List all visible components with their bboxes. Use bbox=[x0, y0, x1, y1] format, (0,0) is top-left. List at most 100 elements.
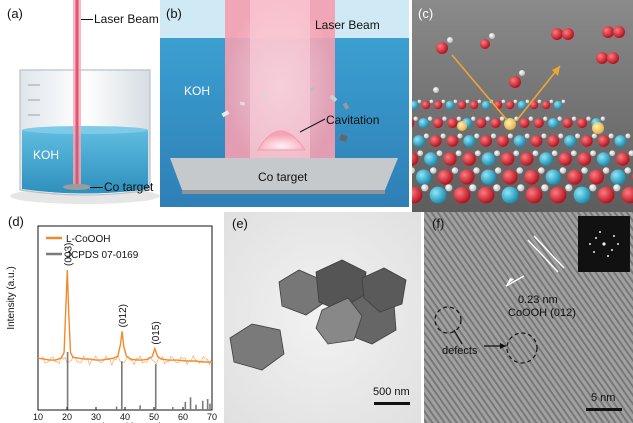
x-tick-label: 50 bbox=[149, 412, 159, 422]
panel-b-label: (b) bbox=[166, 6, 182, 21]
atom bbox=[519, 117, 530, 129]
atom bbox=[418, 117, 429, 129]
atom bbox=[524, 133, 530, 139]
atom bbox=[412, 100, 419, 110]
atom bbox=[559, 167, 567, 174]
atom bbox=[457, 100, 467, 110]
tem-image bbox=[224, 212, 421, 423]
atom bbox=[576, 117, 588, 129]
atom bbox=[456, 116, 462, 121]
atom bbox=[565, 184, 573, 192]
atom bbox=[473, 167, 480, 174]
peak-label: (012) bbox=[118, 304, 129, 327]
legend-label: JCPDS 07-0169 bbox=[66, 250, 139, 261]
atom bbox=[459, 169, 475, 185]
atom bbox=[589, 184, 597, 192]
atom bbox=[501, 99, 506, 104]
x-tick-label: 70 bbox=[207, 412, 217, 422]
atom bbox=[457, 121, 467, 131]
atom bbox=[571, 116, 577, 121]
atom bbox=[564, 135, 576, 147]
koh-label: KOH bbox=[33, 148, 60, 162]
atom bbox=[592, 122, 604, 134]
atom bbox=[469, 184, 477, 192]
atom bbox=[628, 150, 633, 157]
atom bbox=[516, 167, 523, 174]
panel-a: (a) Laser Beam KOH Co target bbox=[0, 0, 160, 207]
panel-e: (e) 500 nm bbox=[224, 212, 421, 423]
panel-d-label: (d) bbox=[8, 214, 24, 229]
atom bbox=[567, 169, 583, 185]
atom bbox=[463, 135, 476, 147]
atom bbox=[529, 100, 539, 110]
peak-label: (003) bbox=[63, 243, 74, 266]
atom bbox=[491, 133, 497, 139]
atom bbox=[602, 167, 610, 174]
atom bbox=[505, 100, 515, 110]
atom bbox=[558, 152, 572, 166]
x-tick-label: 10 bbox=[33, 412, 43, 422]
atom bbox=[588, 169, 604, 185]
koh-label: KOH bbox=[184, 84, 211, 98]
cavitation-label: Cavitation bbox=[326, 113, 380, 127]
panel-c-label: (c) bbox=[418, 6, 434, 21]
atom bbox=[586, 116, 591, 121]
panel-f: (f) 0.23 nm CoOOH (012) defects 5 nm bbox=[424, 212, 633, 423]
atom bbox=[453, 186, 471, 204]
atom bbox=[547, 135, 560, 147]
atom bbox=[539, 152, 553, 166]
atom bbox=[440, 133, 446, 139]
atom bbox=[538, 167, 545, 174]
atom bbox=[421, 184, 429, 192]
atom bbox=[610, 169, 626, 185]
atom bbox=[549, 186, 567, 204]
atom bbox=[590, 150, 596, 157]
defect-circle bbox=[434, 306, 462, 334]
atom bbox=[543, 116, 548, 121]
atom bbox=[525, 99, 530, 104]
atom bbox=[445, 100, 455, 110]
panel-e-label: (e) bbox=[232, 216, 248, 231]
atom bbox=[558, 133, 564, 139]
atom bbox=[548, 117, 559, 129]
atom bbox=[504, 118, 516, 130]
plane-label: CoOOH (012) bbox=[508, 307, 576, 319]
co-target-plate bbox=[170, 158, 398, 190]
atom bbox=[517, 100, 527, 110]
x-tick-label: 20 bbox=[62, 412, 72, 422]
gas-molecules bbox=[433, 26, 625, 93]
atom bbox=[413, 116, 418, 121]
atom bbox=[417, 150, 424, 157]
atom bbox=[597, 135, 610, 147]
atom bbox=[477, 186, 495, 204]
atom bbox=[421, 100, 431, 110]
atom bbox=[443, 152, 457, 166]
hrtem-image bbox=[424, 212, 633, 423]
beaker-illustration bbox=[0, 0, 160, 207]
atom bbox=[499, 116, 505, 121]
atom bbox=[462, 152, 476, 166]
atom bbox=[451, 167, 459, 174]
atom bbox=[494, 167, 502, 174]
atom bbox=[524, 169, 540, 185]
atom bbox=[493, 184, 501, 192]
panel-f-label: (f) bbox=[432, 216, 445, 231]
atom bbox=[436, 150, 443, 157]
fringe-marker bbox=[533, 235, 565, 269]
atom bbox=[580, 135, 593, 147]
atom bbox=[481, 152, 496, 166]
defects-label: defects bbox=[442, 345, 478, 357]
atom bbox=[457, 133, 463, 139]
laser-label: Laser Beam bbox=[94, 12, 159, 26]
atom bbox=[537, 99, 542, 104]
atom bbox=[517, 184, 525, 192]
laser-leader bbox=[81, 19, 93, 20]
reaction-arrow-out bbox=[516, 65, 561, 121]
atom bbox=[533, 117, 544, 129]
laser-label: Laser Beam bbox=[315, 18, 380, 32]
atom bbox=[525, 186, 543, 204]
atom bbox=[581, 167, 588, 174]
scale-bar bbox=[374, 402, 410, 405]
legend-label: L-CoOOH bbox=[66, 234, 110, 245]
atom bbox=[485, 116, 490, 121]
